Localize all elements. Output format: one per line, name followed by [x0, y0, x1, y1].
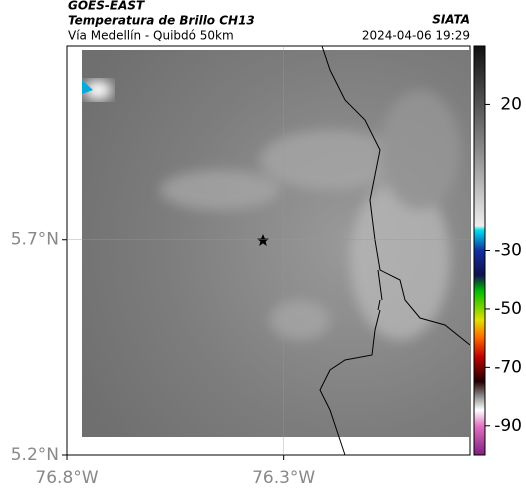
y-tick-label: 5.7°N [11, 230, 59, 250]
datetime: 2024-04-06 19:29 [362, 29, 470, 43]
colorbar-tick-label: -70 [494, 357, 522, 377]
x-tick-label: 76.3°W [252, 468, 315, 488]
colorbar-tick-label: -90 [494, 416, 522, 436]
colorbar-tick-label: 20 [500, 94, 522, 114]
x-tick-label: 76.8°W [35, 468, 98, 488]
satellite-image [82, 45, 471, 456]
colorbar [473, 45, 486, 456]
colorbar-tick-label: -50 [494, 299, 522, 319]
y-tick-label: 5.2°N [11, 445, 59, 465]
product: Temperatura de Brillo CH13 [68, 14, 255, 28]
satellite: GOES-EAST [68, 0, 145, 13]
org: SIATA [432, 13, 470, 27]
route: Vía Medellín - Quibdó 50km [68, 29, 234, 43]
colorbar-tick-label: -30 [494, 241, 522, 261]
